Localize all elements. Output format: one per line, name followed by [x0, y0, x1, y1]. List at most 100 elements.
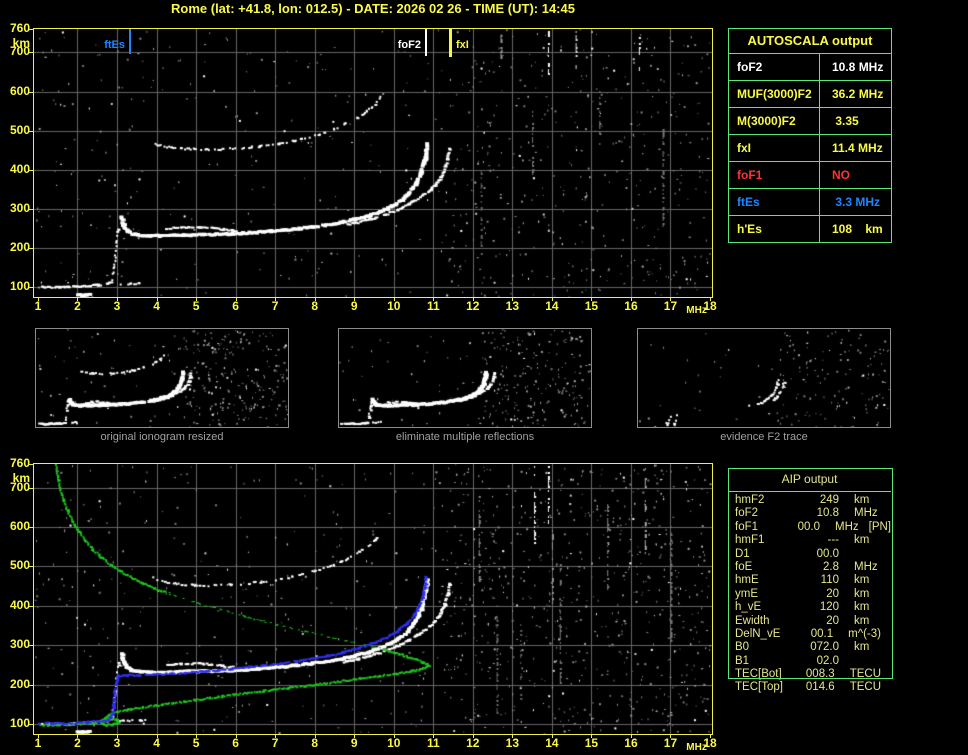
autoscala-row-value: 11.4 MHz: [832, 141, 883, 155]
autoscala-row-value: 10.8 MHz: [832, 60, 884, 74]
x-tick-label: 8: [311, 736, 319, 750]
fxI-marker-line: [449, 29, 452, 57]
aip-row-extra: [PN]: [868, 520, 891, 533]
aip-row-value: 00.0: [816, 547, 839, 560]
x-tick-mark: [196, 298, 198, 301]
thumbnail-caption: original ionogram resized: [100, 431, 224, 443]
x-tick-label: 18: [703, 299, 717, 313]
y-tick-mark: [29, 487, 33, 489]
x-tick-label: 7: [271, 736, 279, 750]
x-tick-mark: [710, 735, 712, 738]
aip-row-extra: [869, 641, 879, 654]
autoscala-row-label: ftEs: [729, 189, 820, 215]
x-tick-mark: [472, 735, 474, 738]
y-tick-mark: [29, 208, 33, 210]
aip-row-label: hmF2: [735, 494, 765, 506]
autoscala-row-label: MUF(3000)F2: [729, 81, 820, 107]
y-tick-mark: [29, 566, 33, 568]
x-tick-label: 18: [703, 736, 717, 750]
x-tick-mark: [433, 735, 435, 738]
x-axis-unit-mhz: MHz: [686, 742, 707, 753]
aip-row-label: Ewidth: [735, 614, 770, 627]
x-tick-label: 1: [34, 736, 42, 750]
x-tick-label: 7: [271, 299, 279, 313]
aip-row: hmF1 --- km: [728, 534, 891, 547]
aip-row-label: D1: [735, 547, 750, 560]
x-tick-label: 4: [153, 299, 160, 313]
bottom-ionogram-plot: [33, 463, 713, 735]
y-tick-label: 500: [9, 122, 30, 137]
y-tick-label: 600: [9, 83, 30, 98]
aip-row-value: 014.6: [805, 681, 835, 694]
x-tick-mark: [670, 298, 672, 301]
aip-row-value: 20: [826, 614, 839, 627]
aip-row-extra: [881, 628, 891, 641]
autoscala-row-label: M(3000)F2: [729, 108, 820, 134]
aip-row-extra: [869, 534, 879, 547]
thumbnail-eliminate-reflections: [338, 328, 592, 428]
aip-header-divider: [728, 491, 891, 492]
aip-row-unit: [839, 548, 854, 561]
autoscala-row: h'Es 108 km: [729, 216, 891, 242]
y-axis-unit-km: km: [12, 471, 30, 485]
x-tick-mark: [512, 298, 514, 301]
aip-row-unit: TECU: [849, 681, 881, 694]
x-tick-mark: [156, 735, 158, 738]
aip-table-header: AIP output: [781, 472, 838, 486]
aip-row: D1 00.0: [728, 548, 891, 561]
x-tick-mark: [354, 735, 356, 738]
aip-row: foF1 00.0 MHz [PN]: [728, 521, 891, 534]
aip-row: DelN_vE 00.1 m^(-3): [728, 628, 891, 641]
y-tick-mark: [29, 605, 33, 607]
autoscala-table-rows: foF2 10.8 MHz MUF(3000)F2 36.2 MHz M(3000)F2…: [729, 54, 891, 242]
autoscala-row-label: fxI: [729, 135, 820, 161]
aip-row-label: foF2: [735, 507, 759, 520]
aip-row: h_vE 120 km: [728, 601, 891, 614]
x-tick-label: 14: [545, 736, 559, 750]
aip-row-unit: [839, 655, 854, 668]
aip-row-label: B0: [735, 641, 750, 654]
x-tick-label: 3: [113, 299, 121, 313]
aip-row: B1 02.0: [728, 655, 891, 668]
autoscala-row-value: NO: [832, 168, 850, 182]
x-tick-label: 6: [232, 299, 239, 313]
y-tick-label: 760: [9, 456, 30, 470]
x-tick-label: 15: [584, 736, 599, 750]
y-tick-mark: [29, 645, 33, 647]
y-tick-mark: [29, 684, 33, 686]
aip-row-value: 02.0: [816, 654, 839, 667]
aip-row: hmE 110 km: [728, 574, 891, 587]
aip-row-label: ymE: [735, 587, 758, 600]
autoscala-row-label: h'Es: [729, 216, 820, 242]
aip-table-rows: hmF2 249 km foF2 10.8 MHz foF1 00.0 MHz [PN] hmF1-…: [728, 492, 891, 695]
aip-row-unit: km: [854, 601, 870, 614]
x-tick-mark: [314, 298, 316, 301]
aip-row: foF2 10.8 MHz: [728, 507, 891, 520]
aip-row: hmF2 249 km: [728, 494, 891, 507]
x-tick-label: 11: [426, 736, 440, 750]
x-tick-mark: [551, 298, 553, 301]
x-tick-label: 2: [74, 736, 81, 750]
x-tick-mark: [77, 735, 79, 738]
y-tick-mark: [29, 91, 33, 93]
y-axis-unit-km: km: [12, 36, 30, 50]
autoscala-output-table: AUTOSCALA output foF2 10.8 MHz MUF(3000)F2…: [728, 28, 892, 243]
y-tick-label: 400: [9, 161, 30, 176]
autoscala-row-value: 3.3 MHz: [832, 195, 881, 209]
aip-row-label: h_vE: [735, 601, 762, 614]
x-tick-mark: [472, 298, 474, 301]
aip-row-extra: [854, 655, 864, 668]
aip-row-label: TEC[Bot]: [735, 668, 782, 681]
aip-row-value: 10.8: [816, 507, 839, 520]
aip-row-value: 072.0: [810, 641, 839, 654]
aip-row-value: 008.3: [805, 668, 835, 681]
aip-row-extra: [869, 574, 879, 587]
aip-row-extra: [869, 494, 879, 507]
x-tick-label: 15: [584, 299, 599, 313]
x-tick-label: 2: [74, 299, 81, 313]
aip-row-extra: [878, 507, 888, 520]
x-tick-mark: [591, 298, 593, 301]
x-tick-label: 13: [505, 736, 520, 750]
aip-row: ymE 20 km: [728, 588, 891, 601]
x-tick-label: 16: [624, 736, 638, 750]
